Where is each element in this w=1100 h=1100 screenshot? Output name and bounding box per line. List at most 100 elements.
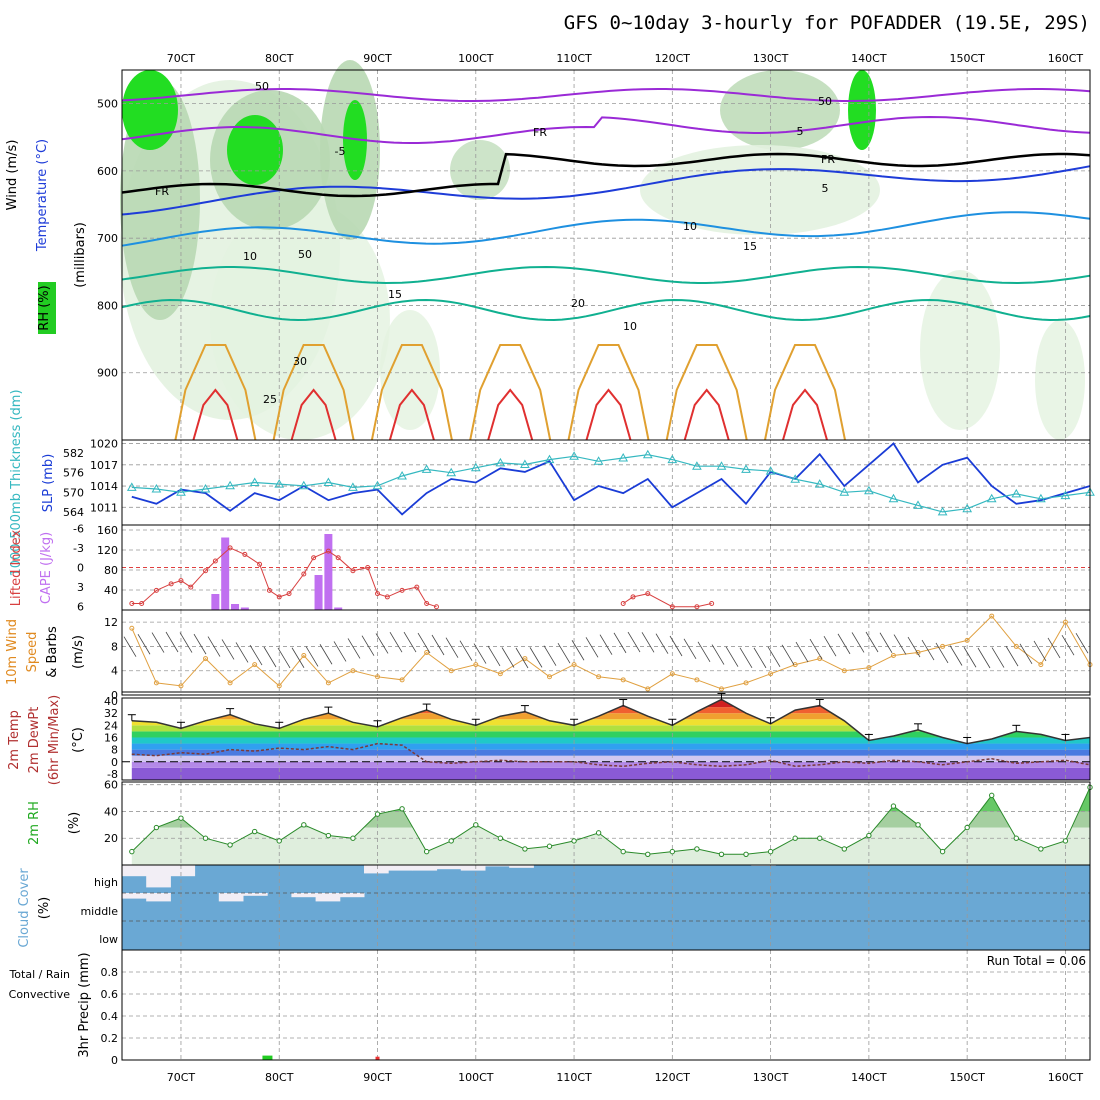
- wind-barb: [361, 635, 375, 656]
- y-tick-thickness: 576: [63, 467, 84, 480]
- wind-barb: [963, 647, 977, 668]
- contour-label: -5: [335, 145, 346, 158]
- wind-barb: [487, 645, 501, 667]
- x-tick-top: 150CT: [949, 52, 985, 65]
- rh-legend-label: RH (%): [37, 285, 52, 330]
- li-point: [168, 581, 174, 587]
- wind-barb: [627, 631, 641, 653]
- cloud-gap: [291, 893, 317, 898]
- x-tick-top: 140CT: [851, 52, 887, 65]
- precip-frame: [121, 949, 1091, 1061]
- li-point: [311, 555, 317, 561]
- temp-contour: [121, 265, 1091, 285]
- rh-shade: [640, 145, 880, 235]
- y-tick-pressure: 600: [97, 165, 118, 178]
- wind-barb: [949, 645, 963, 666]
- wind-speed-point: [866, 665, 872, 671]
- thickness-point: [1036, 493, 1046, 503]
- cloud-gap: [509, 865, 534, 868]
- wind-barb: [179, 632, 193, 653]
- wind-barb: [1061, 634, 1075, 656]
- y-tick-temp: 32: [104, 707, 118, 720]
- wind-barb: [907, 636, 921, 658]
- contour-label: FR: [533, 126, 547, 139]
- x-tick-top: 100CT: [458, 52, 494, 65]
- li-point: [694, 604, 700, 610]
- wind-barb: [865, 631, 879, 653]
- thickness-point: [667, 454, 678, 464]
- precip-legend-convective: Convective: [9, 988, 71, 1001]
- cloud-gap: [460, 865, 486, 871]
- wind-barb: [977, 647, 991, 669]
- contour-label: 50: [818, 95, 832, 108]
- temp-band: [131, 731, 1090, 738]
- li-point: [384, 594, 390, 600]
- rh-point: [202, 835, 209, 841]
- wind-speed-point: [301, 653, 307, 659]
- wind-barb: [795, 641, 809, 663]
- cloud-gap: [218, 893, 244, 902]
- wind-barb: [767, 646, 781, 668]
- thickness-point: [176, 487, 186, 496]
- wind-barb: [459, 640, 473, 661]
- rh-point: [718, 851, 725, 857]
- rh-legend-swatch: [38, 282, 56, 334]
- li-point: [286, 591, 292, 597]
- li-point: [350, 568, 356, 574]
- wind-barb: [823, 635, 837, 657]
- rh-line: [131, 787, 1091, 855]
- y-tick-cape: 120: [97, 544, 118, 557]
- wind-speed-point: [448, 668, 454, 674]
- y-tick-temp: 16: [104, 731, 118, 744]
- x-tick-bottom: 150CT: [949, 1071, 985, 1084]
- temp-band: [131, 713, 1090, 720]
- y-label-cloud-cover: Cloud Cover: [17, 868, 32, 948]
- y-tick-rh: 40: [104, 805, 118, 818]
- wind-barb: [445, 637, 459, 658]
- cloud-label-high: high: [94, 876, 118, 889]
- thickness-point: [839, 487, 850, 496]
- y-tick-li: 0: [77, 562, 84, 575]
- wind-speed-point: [153, 680, 159, 686]
- wind-barb: [403, 631, 417, 653]
- y-tick-li: 3: [77, 581, 84, 594]
- rh-point: [915, 822, 921, 828]
- thickness-point: [1060, 490, 1071, 500]
- y-tick-temp: 8: [111, 744, 118, 757]
- y-label-temp-units: (°C): [71, 727, 86, 753]
- temp-band: [131, 743, 1090, 750]
- y-tick-wind: 4: [111, 665, 118, 678]
- wind-barb: [277, 647, 291, 669]
- wind-barb: [935, 642, 949, 664]
- li-point: [242, 551, 248, 557]
- rh-point: [153, 824, 160, 831]
- precip-panel: 0 0.2 0.4 0.6 0.8 Run Total = 0.06 Total / Rai…: [8, 950, 1090, 1067]
- rh-point: [841, 846, 848, 852]
- thickness-point: [126, 482, 137, 491]
- li-point: [178, 578, 184, 584]
- cloud-gap: [122, 865, 147, 877]
- temp-contour: [121, 298, 1091, 322]
- li-point: [139, 600, 145, 606]
- x-tick-top: 80CT: [265, 52, 294, 65]
- x-tick-bottom: 90CT: [363, 1071, 392, 1084]
- wind-barb: [669, 635, 683, 657]
- rh-shade: [920, 270, 1000, 430]
- wind-speed-point: [718, 686, 724, 692]
- wind-barb: [515, 647, 529, 669]
- wind-speed-point: [596, 674, 602, 680]
- thickness-point: [323, 477, 334, 486]
- temp-line: [131, 698, 1091, 745]
- temp-band: [131, 701, 1090, 708]
- wind-speed-point: [276, 683, 282, 689]
- wind-barb: [137, 634, 151, 655]
- slp-panel: 1011 1014 1017 1020 564 570 576 582: [63, 438, 1095, 525]
- rh-point: [1013, 835, 1019, 841]
- y-tick-temp: 0: [111, 756, 118, 769]
- temp-band: [131, 737, 1090, 744]
- wind-speed-point: [399, 677, 405, 683]
- wind-speed-point: [325, 680, 331, 686]
- rh-point: [989, 792, 995, 799]
- wind-speed-line: [131, 615, 1091, 690]
- thickness-point: [520, 459, 530, 468]
